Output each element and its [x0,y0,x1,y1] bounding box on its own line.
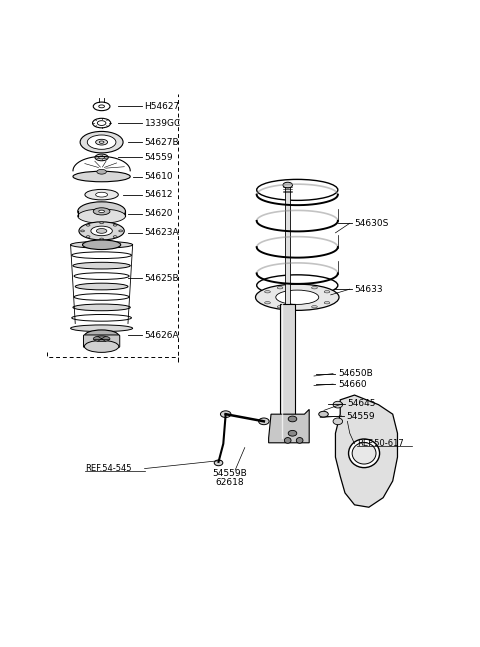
Ellipse shape [296,437,303,443]
Ellipse shape [83,240,120,250]
Ellipse shape [99,210,105,213]
Ellipse shape [255,284,339,311]
Ellipse shape [75,283,128,290]
Text: 54612: 54612 [144,190,173,199]
Ellipse shape [95,154,108,160]
Text: 54623A: 54623A [144,228,179,237]
Polygon shape [269,410,309,443]
Text: 54559B: 54559B [212,469,247,478]
Ellipse shape [276,290,319,304]
Ellipse shape [85,190,118,200]
Ellipse shape [73,304,130,311]
Ellipse shape [264,291,270,293]
Ellipse shape [324,302,330,304]
Ellipse shape [312,287,317,289]
Text: REF.50-617: REF.50-617 [357,439,404,448]
Text: 54626A: 54626A [144,331,179,340]
Text: 54559: 54559 [347,411,375,421]
Ellipse shape [333,418,343,424]
Ellipse shape [119,230,122,232]
Text: 54633: 54633 [355,285,383,294]
Ellipse shape [284,437,291,443]
Text: 1339GC: 1339GC [144,118,181,127]
Ellipse shape [86,225,90,226]
Ellipse shape [71,325,132,332]
Ellipse shape [100,238,104,240]
Ellipse shape [73,171,130,182]
Ellipse shape [113,225,117,226]
Ellipse shape [100,222,104,224]
Ellipse shape [86,236,90,237]
Ellipse shape [73,262,130,269]
Ellipse shape [277,287,283,289]
Ellipse shape [87,135,116,149]
Text: 54660: 54660 [338,380,366,389]
Polygon shape [336,395,397,507]
Ellipse shape [97,170,107,174]
Ellipse shape [319,411,328,417]
Ellipse shape [78,202,125,221]
Bar [280,304,295,438]
Text: 54650B: 54650B [338,369,372,378]
Ellipse shape [93,336,110,342]
Ellipse shape [312,305,317,308]
Ellipse shape [80,131,123,153]
Text: 54625B: 54625B [144,274,179,283]
Text: REF.54-545: REF.54-545 [85,464,132,473]
Ellipse shape [220,411,231,417]
Text: 54630S: 54630S [355,219,389,228]
Ellipse shape [78,209,125,223]
Text: 54620: 54620 [144,209,173,218]
Ellipse shape [277,305,283,308]
Text: 54610: 54610 [144,172,173,181]
Ellipse shape [79,222,124,240]
Ellipse shape [93,208,110,215]
Ellipse shape [96,228,107,234]
Ellipse shape [96,139,108,145]
Text: 54645: 54645 [348,399,376,408]
Ellipse shape [84,340,119,353]
Ellipse shape [91,226,112,236]
Ellipse shape [283,182,292,188]
Ellipse shape [214,460,223,466]
Ellipse shape [352,443,376,464]
Text: H54627: H54627 [144,102,180,111]
Ellipse shape [96,192,108,197]
Bar [285,185,290,304]
Ellipse shape [81,230,84,232]
Ellipse shape [288,430,297,436]
FancyBboxPatch shape [84,335,120,347]
Ellipse shape [333,401,343,408]
Ellipse shape [324,291,330,293]
Text: 54627B: 54627B [144,138,179,147]
Ellipse shape [71,241,132,248]
Text: 54559: 54559 [144,153,173,162]
Ellipse shape [348,439,380,468]
Ellipse shape [113,236,117,237]
Ellipse shape [84,330,119,342]
Ellipse shape [288,416,297,422]
Text: 62618: 62618 [215,478,244,487]
Ellipse shape [259,418,269,424]
Ellipse shape [264,302,270,304]
